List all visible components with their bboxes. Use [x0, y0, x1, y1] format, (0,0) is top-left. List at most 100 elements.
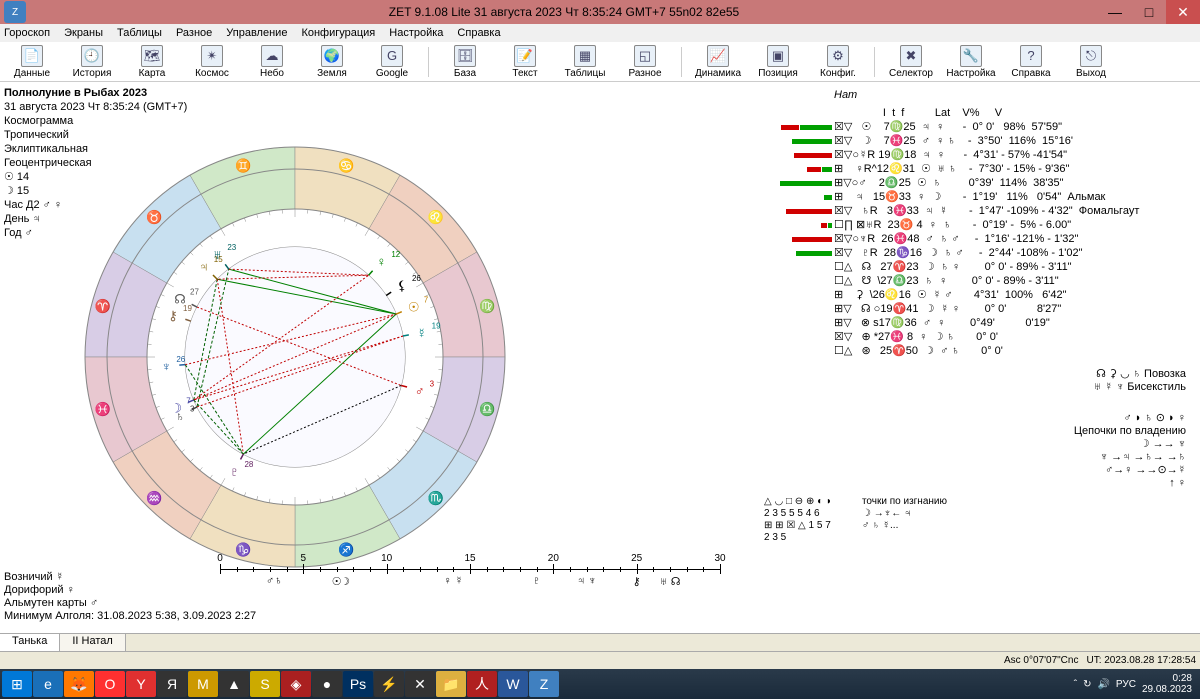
minimize-button[interactable]: — [1098, 0, 1132, 24]
svg-text:19: 19 [432, 321, 441, 330]
tray-chevron-icon[interactable]: ˆ [1074, 679, 1077, 690]
menu-Разное[interactable]: Разное [176, 27, 212, 39]
toolbar: 📄Данные🕘История🗺Карта✴Космос☁Небо🌍ЗемляG… [0, 42, 1200, 82]
svg-text:♈: ♈ [95, 298, 111, 313]
table-row: ⊞▽○♂ 2♎25 ☉ ♄ 0°39' 114% 38'35" [764, 176, 1194, 190]
svg-text:26: 26 [412, 274, 421, 283]
table-row: ⊞ ♀R^12♌31 ☉ ♅ ♄ - 7°30' - 15% - 9'36" [764, 162, 1194, 176]
bottom-info: Возничий ☿ Дорифорий ♀ Альмутен карты ♂ … [4, 571, 256, 623]
svg-text:28: 28 [244, 460, 253, 469]
status-bar: Asc 0°07'07"Cnc UT: 2023.08.28 17:28:54 [0, 651, 1200, 669]
svg-text:3: 3 [430, 379, 435, 388]
table-row: ⊞▽ ⊗ s17♍36 ♂ ♀ 0°49' 0'19" [764, 316, 1194, 330]
table-row: ☐△ ⊛ 25♈50 ☽ ♂ ♄ 0° 0' [764, 344, 1194, 358]
voznichy: Возничий ☿ [4, 571, 256, 584]
svg-text:♅: ♅ [212, 247, 222, 262]
doriphory: Дорифорий ♀ [4, 584, 256, 597]
table-row: ☒▽○☿R 19♍18 ♃ ♀ - 4°31' - 57% -41'54" [764, 148, 1194, 162]
svg-text:♊: ♊ [235, 158, 251, 173]
toolbar-Справка[interactable]: ?Справка [1005, 45, 1057, 79]
tab-II Натал[interactable]: II Натал [60, 634, 125, 651]
chart-type: Космограмма [4, 114, 187, 128]
toolbar-История[interactable]: 🕘История [66, 45, 118, 79]
status-ut: UT: 2023.08.28 17:28:54 [1086, 655, 1196, 666]
toolbar-Карта[interactable]: 🗺Карта [126, 45, 178, 79]
svg-text:♐: ♐ [338, 542, 354, 557]
svg-text:19: 19 [183, 304, 192, 313]
chart-area: Полнолуние в Рыбах 2023 31 августа 2023 … [0, 82, 760, 633]
toolbar-Космос[interactable]: ✴Космос [186, 45, 238, 79]
svg-text:☿: ☿ [417, 325, 427, 340]
tray-lang[interactable]: РУС [1116, 679, 1136, 690]
table-row: ⊞ ⚳ \26♌16 ☉ ☿ ♂ 4°31' 100% 6'42" [764, 288, 1194, 302]
app-icon: Z [4, 1, 26, 23]
toolbar-Селектор[interactable]: ✖Селектор [885, 45, 937, 79]
svg-text:♓: ♓ [95, 402, 111, 417]
table-header: I t f Lat V% V [834, 106, 1194, 120]
close-button[interactable]: ✕ [1166, 0, 1200, 24]
menu-Настройка[interactable]: Настройка [389, 27, 443, 39]
svg-text:♎: ♎ [479, 402, 495, 417]
svg-text:♇: ♇ [230, 464, 240, 479]
svg-text:♍: ♍ [479, 298, 495, 313]
svg-text:27: 27 [190, 287, 199, 296]
system-tray[interactable]: ˆ ↻ 🔊 РУС 0:28 29.08.2023 [1074, 673, 1198, 695]
svg-text:♄: ♄ [175, 409, 185, 424]
menu-Управление[interactable]: Управление [226, 27, 287, 39]
tray-date[interactable]: 29.08.2023 [1142, 684, 1192, 695]
svg-text:♂: ♂ [415, 383, 425, 398]
table-row: ☐△ ☊ 27♈23 ☽ ♄ ♀ 0° 0' - 89% - 3'11" [764, 260, 1194, 274]
min-algol: Минимум Алголя: 31.08.2023 5:38, 3.09.20… [4, 610, 256, 623]
svg-text:12: 12 [391, 250, 400, 259]
menu-Конфигурация[interactable]: Конфигурация [301, 27, 375, 39]
tab-Танька[interactable]: Танька [0, 634, 60, 651]
svg-text:♏: ♏ [428, 491, 444, 506]
toolbar-Настройка[interactable]: 🔧Настройка [945, 45, 997, 79]
svg-text:☉: ☉ [408, 300, 420, 315]
table-row: ☒▽ ☉ 7♍25 ♃ ♀ - 0° 0' 98% 57'59" [764, 120, 1194, 134]
table-row: ⊞▽ ☊ ○19♈41 ☽ ☿ ♀ 0° 0' 8'27" [764, 302, 1194, 316]
toolbar-Выход[interactable]: ⎋Выход [1065, 45, 1117, 79]
nat-label: Нат [834, 88, 1194, 102]
toolbar-Разное[interactable]: ◱Разное [619, 45, 671, 79]
table-row: ☐∏ ⊠♅R 23♉ 4 ♀ ♄ - 0°19' - 5% - 6.00" [764, 218, 1194, 232]
toolbar-Позиция[interactable]: ▣Позиция [752, 45, 804, 79]
menu-Справка[interactable]: Справка [457, 27, 500, 39]
table-row: ☐△ ☋ \27♎23 ♄ ♀ 0° 0' - 89% - 3'11" [764, 274, 1194, 288]
toolbar-Таблицы[interactable]: ▦Таблицы [559, 45, 611, 79]
table-row: ☒▽ ♄R 3♓33 ♃ ☿ - 1°47' -109% - 4'32" Фом… [764, 204, 1194, 218]
tray-volume-icon[interactable]: 🔊 [1097, 679, 1109, 690]
toolbar-Текст[interactable]: 📝Текст [499, 45, 551, 79]
chart-date: 31 августа 2023 Чт 8:35:24 (GMT+7) [4, 100, 187, 114]
toolbar-Google[interactable]: GGoogle [366, 45, 418, 79]
tray-sync-icon[interactable]: ↻ [1083, 679, 1091, 690]
toolbar-Конфиг.[interactable]: ⚙Конфиг. [812, 45, 864, 79]
menu-Экраны[interactable]: Экраны [64, 27, 103, 39]
chart-title: Полнолуние в Рыбах 2023 [4, 86, 187, 100]
svg-text:♀: ♀ [376, 254, 386, 269]
svg-text:♆: ♆ [161, 359, 171, 374]
menu-Гороскоп[interactable]: Гороскоп [4, 27, 50, 39]
window-title: ZET 9.1.08 Lite 31 августа 2023 Чт 8:35:… [30, 5, 1098, 19]
svg-text:♌: ♌ [428, 209, 444, 224]
table-row: ☒▽ ☽ 7♓25 ♂ ♀ ♄ - 3°50' 116% 15°16' [764, 134, 1194, 148]
toolbar-Земля[interactable]: 🌍Земля [306, 45, 358, 79]
svg-text:♑: ♑ [235, 542, 251, 557]
svg-text:⚷: ⚷ [168, 308, 178, 323]
aspect-grid: △ ◡ □ ⊖ ⊕ ◐ ◗2 3 5 5 5 4 6⊞ ⊞ ☒ △ 1 5 72… [764, 496, 1194, 544]
right-notes: ☊ ⚳ ◡ ♄ Повозка ♅ ☿ ♆ Бисекстиль ♂ ◗ ♄ ⊙… [764, 368, 1194, 490]
table-row: ⊞ ♃ 15♉33 ♀ ☽ - 1°19' 11% 0'54" Альмак [764, 190, 1194, 204]
toolbar-Небо[interactable]: ☁Небо [246, 45, 298, 79]
toolbar-Данные[interactable]: 📄Данные [6, 45, 58, 79]
svg-text:23: 23 [227, 243, 236, 252]
table-row: ☒▽ ⊕ *27♓ 8 ♀ ☽ ♄ 0° 0' [764, 330, 1194, 344]
svg-text:7: 7 [424, 296, 429, 305]
svg-text:⚸: ⚸ [397, 278, 407, 293]
status-asc: Asc 0°07'07"Cnc [1004, 655, 1079, 666]
svg-text:♋: ♋ [338, 158, 354, 173]
toolbar-База[interactable]: 🗄База [439, 45, 491, 79]
degree-ruler: 051015202530♂♄☉☽♀ ☿♇♃ ♆⚷♅ ☊ [220, 561, 720, 601]
maximize-button[interactable]: □ [1132, 0, 1166, 24]
toolbar-Динамика[interactable]: 📈Динамика [692, 45, 744, 79]
menu-Таблицы[interactable]: Таблицы [117, 27, 162, 39]
